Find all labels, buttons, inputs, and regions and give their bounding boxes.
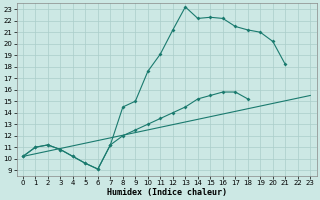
X-axis label: Humidex (Indice chaleur): Humidex (Indice chaleur): [107, 188, 227, 197]
